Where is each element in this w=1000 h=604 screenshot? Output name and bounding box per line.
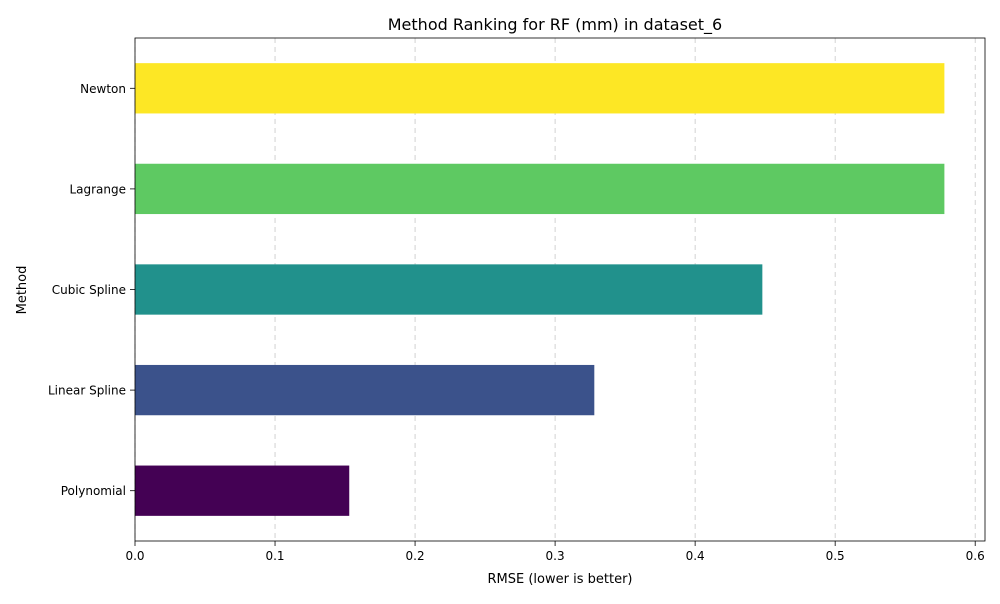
- bar-cubic-spline: [135, 264, 763, 315]
- tick-labels: 0.0 0.1 0.2 0.3 0.4 0.5 0.6 Polynomial Linear Sp…: [48, 82, 985, 563]
- x-tick-label: 0.1: [265, 549, 284, 563]
- x-tick-label: 0.6: [966, 549, 985, 563]
- y-tick-label: Newton: [80, 82, 126, 96]
- chart-title: Method Ranking for RF (mm) in dataset_6: [388, 15, 722, 35]
- bar-newton: [135, 63, 945, 114]
- x-tick-label: 0.2: [406, 549, 425, 563]
- axes: [130, 37, 986, 546]
- bars: [135, 63, 945, 516]
- x-axis-label: RMSE (lower is better): [488, 572, 633, 587]
- plot-frame: [134, 37, 986, 542]
- y-tick-label: Linear Spline: [48, 384, 126, 398]
- y-tick-label: Polynomial: [61, 484, 126, 498]
- y-tick-label: Cubic Spline: [52, 283, 126, 297]
- x-tick-label: 0.5: [826, 549, 845, 563]
- y-tick-label: Lagrange: [69, 182, 126, 196]
- bar-lagrange: [135, 163, 945, 215]
- bar-polynomial: [135, 465, 350, 516]
- x-tick-label: 0.0: [125, 549, 144, 563]
- x-tick-label: 0.4: [686, 549, 705, 563]
- y-axis-label: Method: [15, 266, 30, 315]
- bar-linear-spline: [135, 364, 595, 416]
- x-tick-label: 0.3: [546, 549, 565, 563]
